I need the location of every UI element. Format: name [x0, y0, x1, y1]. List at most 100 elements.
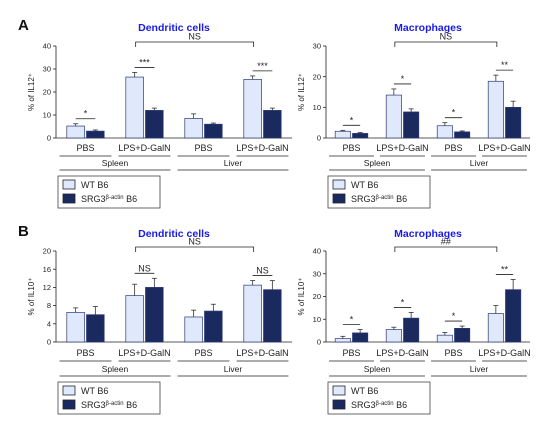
across-label: NS [188, 32, 201, 42]
legend-label-srg3: SRG3β-actin B6 [81, 400, 137, 410]
category-label: LPS+D-GalN [118, 348, 170, 358]
category-label: LPS+D-GalN [478, 143, 530, 153]
bar-srg3 [145, 287, 164, 343]
bar-srg3 [505, 289, 522, 343]
category-label: PBS [444, 348, 462, 358]
legend-label-srg3: SRG3β-actin B6 [81, 194, 137, 204]
significance-label: * [401, 74, 405, 84]
significance-label: ** [501, 264, 509, 274]
y-tick-label: 0 [47, 338, 51, 347]
bar-srg3 [204, 310, 223, 343]
y-tick-label: 10 [313, 315, 321, 324]
significance-label: * [84, 109, 88, 119]
bar-wt [436, 334, 453, 343]
bar-wt [66, 312, 85, 343]
significance-label: * [401, 297, 405, 307]
bar-wt [125, 76, 144, 139]
y-tick-label: 0 [47, 134, 51, 143]
bar-srg3 [403, 317, 420, 343]
y-tick-label: 0 [317, 338, 321, 347]
legend-label-wt: WT B6 [81, 386, 108, 396]
group-label: Spleen [102, 158, 129, 168]
y-tick-label: 40 [43, 42, 51, 51]
across-bracket [135, 41, 255, 47]
y-tick-label: 10 [43, 111, 51, 120]
across-label: NS [440, 32, 453, 42]
significance-label: * [350, 115, 354, 125]
category-label: LPS+D-GalN [376, 348, 428, 358]
legend-b-right: WT B6 SRG3β-actin B6 [327, 381, 431, 415]
group-label: Liver [224, 158, 243, 168]
bar-wt [243, 284, 262, 343]
category-label: PBS [194, 348, 212, 358]
panel-letter-a: A [18, 17, 29, 34]
y-tick-label: 30 [313, 42, 321, 51]
legend-label-wt: WT B6 [81, 180, 108, 190]
legend-label-srg3: SRG3β-actin B6 [351, 194, 407, 204]
bar-wt [334, 130, 351, 139]
group-label: Liver [470, 364, 489, 374]
legend-swatch-wt [332, 179, 346, 190]
bar-srg3 [403, 111, 420, 139]
y-axis-label: % of IL10⁺ [297, 277, 306, 315]
bar-wt [385, 329, 402, 343]
bar-wt [243, 78, 262, 139]
bar-srg3 [204, 123, 223, 139]
chart-title: Macrophages [394, 22, 462, 34]
bar-srg3 [352, 332, 369, 343]
group-label: Liver [224, 364, 243, 374]
y-tick-label: 20 [313, 72, 321, 81]
bar-wt [487, 80, 504, 139]
y-tick-label: 20 [43, 88, 51, 97]
category-label: LPS+D-GalN [236, 143, 288, 153]
y-tick-label: 40 [313, 247, 321, 256]
y-tick-label: 16 [43, 265, 51, 274]
category-label: PBS [342, 143, 360, 153]
bar-srg3 [505, 106, 522, 139]
bar-srg3 [145, 110, 164, 139]
across-bracket [394, 41, 498, 47]
y-tick-label: 10 [313, 103, 321, 112]
chart-title: Dendritic cells [138, 228, 210, 240]
category-label: LPS+D-GalN [376, 143, 428, 153]
y-tick-label: 12 [43, 283, 51, 292]
significance-label: NS [138, 263, 151, 273]
bar-srg3 [454, 131, 471, 139]
chart-b-dendritic-cells: Dendritic cells 0 4 8 12 16 20 % of IL10⁺ PBS NS L… [27, 228, 292, 377]
chart-b-macrophages: Macrophages 0 10 20 30 40 % of IL10⁺ * PBS * LPS+D… [297, 228, 531, 377]
bar-wt [385, 94, 402, 139]
category-label: PBS [76, 348, 94, 358]
y-tick-label: 30 [43, 65, 51, 74]
y-tick-label: 20 [313, 292, 321, 301]
legend-b-left: WT B6 SRG3β-actin B6 [57, 381, 161, 415]
across-label: NS [188, 237, 201, 247]
legend-a-right: WT B6 SRG3β-actin B6 [327, 175, 431, 209]
group-label: Spleen [364, 158, 391, 168]
bar-wt [66, 125, 85, 139]
significance-label: * [452, 311, 456, 321]
category-label: LPS+D-GalN [236, 348, 288, 358]
chart-a-macrophages: Macrophages 0 10 20 30 % of IL12⁺ * PBS * LPS+D-G… [297, 22, 531, 171]
y-axis-label: % of IL12⁺ [27, 73, 36, 111]
group-label: Liver [470, 158, 489, 168]
legend-label-wt: WT B6 [351, 180, 378, 190]
bar-srg3 [454, 328, 471, 343]
significance-label: * [350, 314, 354, 324]
legend-label-srg3: SRG3β-actin B6 [351, 400, 407, 410]
bar-wt [125, 295, 144, 343]
bar-srg3 [86, 130, 105, 139]
legend-swatch-srg3 [62, 399, 76, 410]
legend-swatch-srg3 [332, 193, 346, 204]
legend-swatch-srg3 [62, 193, 76, 204]
y-tick-label: 30 [313, 269, 321, 278]
bar-srg3 [263, 289, 282, 343]
panel-letter-b: B [18, 223, 29, 240]
group-label: Spleen [102, 364, 129, 374]
across-label: ## [441, 237, 451, 247]
chart-title: Dendritic cells [138, 22, 210, 34]
category-label: PBS [194, 143, 212, 153]
category-label: PBS [342, 348, 360, 358]
bar-wt [184, 316, 203, 343]
bar-srg3 [352, 133, 369, 139]
